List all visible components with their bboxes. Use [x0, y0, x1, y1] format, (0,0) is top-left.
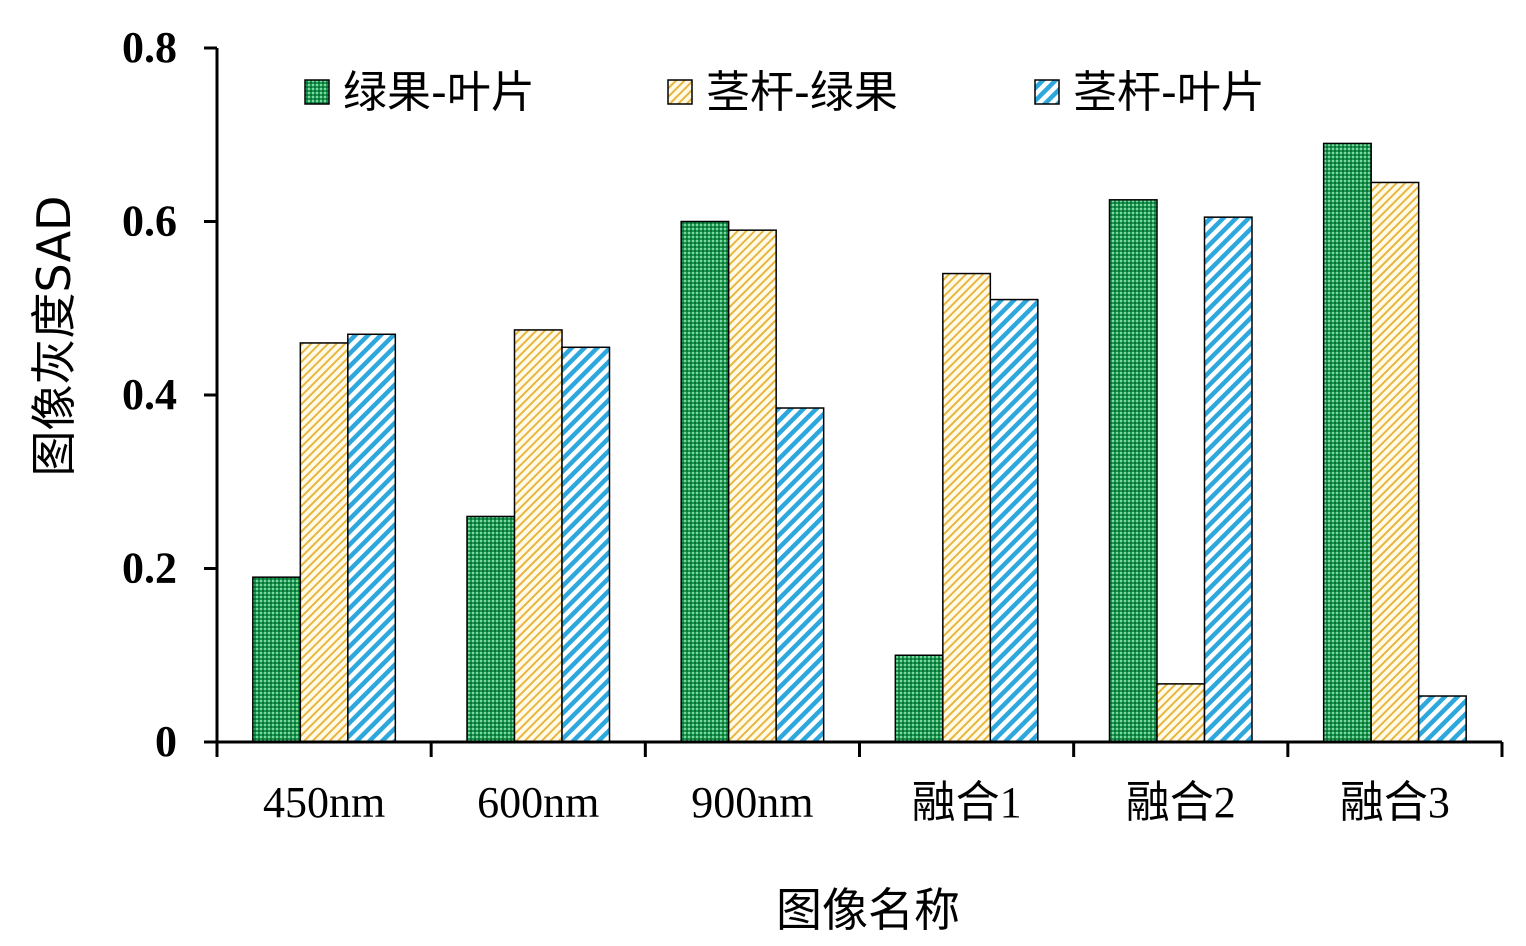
x-tick-label: 融合2 — [1126, 778, 1236, 827]
y-axis-title: 图像灰度SAD — [27, 196, 81, 477]
bar — [727, 229, 777, 743]
bar — [347, 333, 397, 743]
bars — [252, 142, 1467, 743]
legend-swatch — [1034, 79, 1060, 105]
bar — [513, 329, 563, 743]
y-tick-label: 0.2 — [122, 544, 177, 593]
bar — [942, 272, 992, 743]
y-tick-label: 0 — [155, 717, 177, 766]
bar — [1322, 142, 1372, 743]
bar — [252, 576, 302, 743]
legend-label: 绿果-叶片 — [343, 67, 535, 118]
x-tick-label: 600nm — [477, 778, 599, 827]
x-tick-label: 融合3 — [1340, 778, 1450, 827]
legend-swatch — [304, 79, 330, 105]
bar — [775, 407, 825, 743]
x-axis-title: 图像名称 — [776, 883, 960, 937]
x-tick-label: 450nm — [263, 778, 385, 827]
x-tick-label: 融合1 — [912, 778, 1022, 827]
bar — [989, 298, 1039, 743]
y-tick-label: 0.6 — [122, 197, 177, 246]
legend: 绿果-叶片 茎杆-绿果 茎杆-叶片 — [304, 67, 1265, 118]
bar — [466, 515, 516, 743]
bar — [1370, 181, 1420, 743]
bar — [561, 346, 611, 743]
x-tick-label: 900nm — [691, 778, 813, 827]
y-axis-ticks: 0 0.2 0.4 0.6 0.8 — [122, 23, 217, 766]
x-axis-ticks: 450nm 600nm 900nm 融合1 融合2 融合3 — [215, 742, 1504, 827]
y-tick-label: 0.4 — [122, 370, 177, 419]
bar — [894, 654, 944, 743]
bar — [299, 342, 349, 743]
y-tick-label: 0.8 — [122, 23, 177, 72]
bar — [1108, 199, 1158, 743]
legend-swatch — [667, 79, 693, 105]
legend-label: 茎杆-绿果 — [706, 67, 898, 118]
bar — [680, 220, 730, 743]
legend-label: 茎杆-叶片 — [1073, 67, 1265, 118]
bar — [1417, 695, 1467, 743]
bar — [1203, 216, 1253, 743]
bar — [1156, 683, 1206, 743]
